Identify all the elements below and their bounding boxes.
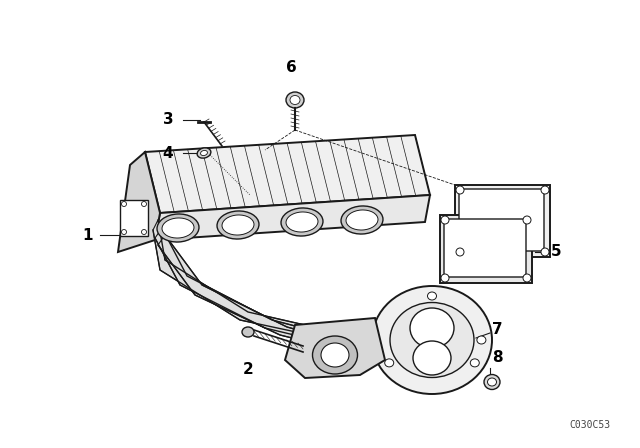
Text: 6: 6: [285, 60, 296, 76]
Bar: [120, 200, 148, 236]
Ellipse shape: [441, 274, 449, 282]
Ellipse shape: [242, 327, 254, 337]
Polygon shape: [158, 235, 327, 345]
Ellipse shape: [321, 343, 349, 367]
Ellipse shape: [122, 202, 127, 207]
Ellipse shape: [200, 151, 207, 155]
Ellipse shape: [286, 212, 318, 232]
Bar: [440, 215, 532, 283]
Text: 2: 2: [243, 362, 253, 378]
Ellipse shape: [410, 308, 454, 348]
Ellipse shape: [470, 359, 479, 367]
Ellipse shape: [222, 215, 254, 235]
FancyBboxPatch shape: [444, 219, 526, 277]
FancyBboxPatch shape: [459, 189, 544, 251]
Polygon shape: [155, 228, 322, 340]
Ellipse shape: [341, 206, 383, 234]
Polygon shape: [153, 220, 318, 335]
Ellipse shape: [217, 211, 259, 239]
Ellipse shape: [390, 302, 474, 378]
Ellipse shape: [157, 214, 199, 242]
Polygon shape: [118, 152, 160, 252]
Ellipse shape: [541, 186, 549, 194]
Polygon shape: [285, 318, 385, 378]
Polygon shape: [155, 195, 430, 240]
Ellipse shape: [456, 248, 464, 256]
Text: 3: 3: [163, 112, 173, 128]
Ellipse shape: [197, 148, 211, 158]
Ellipse shape: [385, 359, 394, 367]
Ellipse shape: [281, 208, 323, 236]
Ellipse shape: [346, 210, 378, 230]
Ellipse shape: [290, 95, 300, 104]
Ellipse shape: [456, 186, 464, 194]
Ellipse shape: [541, 248, 549, 256]
Ellipse shape: [312, 336, 358, 374]
Ellipse shape: [477, 336, 486, 344]
Text: 4: 4: [163, 146, 173, 160]
Text: C030C53: C030C53: [570, 420, 611, 430]
Ellipse shape: [372, 286, 492, 394]
Text: 8: 8: [492, 349, 502, 365]
Ellipse shape: [428, 292, 436, 300]
Ellipse shape: [141, 202, 147, 207]
Ellipse shape: [413, 341, 451, 375]
Ellipse shape: [523, 274, 531, 282]
Text: 7: 7: [492, 323, 502, 337]
Polygon shape: [145, 135, 430, 213]
Ellipse shape: [523, 216, 531, 224]
Ellipse shape: [162, 218, 194, 238]
Text: 1: 1: [83, 228, 93, 242]
Ellipse shape: [286, 92, 304, 108]
Ellipse shape: [484, 375, 500, 389]
Ellipse shape: [441, 216, 449, 224]
Text: 5: 5: [550, 245, 561, 259]
Ellipse shape: [122, 229, 127, 234]
Ellipse shape: [488, 378, 497, 386]
Ellipse shape: [141, 229, 147, 234]
Bar: [455, 185, 550, 257]
